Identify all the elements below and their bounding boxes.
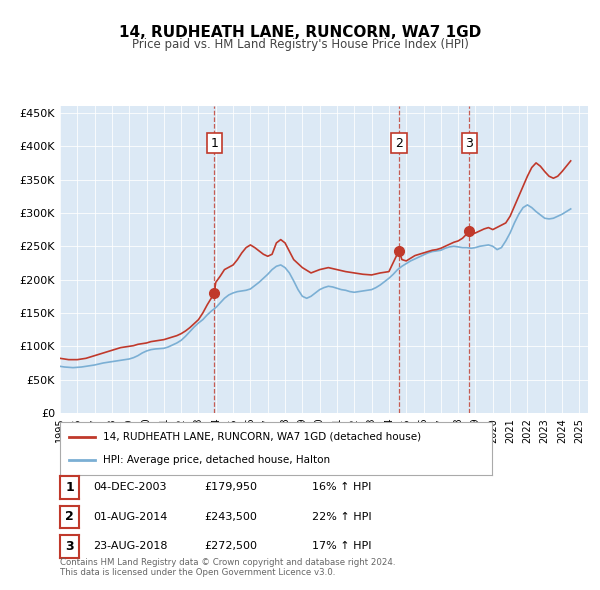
Text: 22% ↑ HPI: 22% ↑ HPI bbox=[312, 512, 371, 522]
Text: 14, RUDHEATH LANE, RUNCORN, WA7 1GD: 14, RUDHEATH LANE, RUNCORN, WA7 1GD bbox=[119, 25, 481, 40]
Text: £179,950: £179,950 bbox=[204, 483, 257, 492]
Text: 16% ↑ HPI: 16% ↑ HPI bbox=[312, 483, 371, 492]
Text: 14, RUDHEATH LANE, RUNCORN, WA7 1GD (detached house): 14, RUDHEATH LANE, RUNCORN, WA7 1GD (det… bbox=[103, 432, 421, 442]
Text: HPI: Average price, detached house, Halton: HPI: Average price, detached house, Halt… bbox=[103, 455, 331, 465]
Text: £272,500: £272,500 bbox=[204, 542, 257, 551]
Text: 04-DEC-2003: 04-DEC-2003 bbox=[93, 483, 167, 492]
Text: Price paid vs. HM Land Registry's House Price Index (HPI): Price paid vs. HM Land Registry's House … bbox=[131, 38, 469, 51]
Text: 2: 2 bbox=[395, 136, 403, 149]
Text: 23-AUG-2018: 23-AUG-2018 bbox=[93, 542, 167, 551]
Text: Contains HM Land Registry data © Crown copyright and database right 2024.
This d: Contains HM Land Registry data © Crown c… bbox=[60, 558, 395, 577]
Text: £243,500: £243,500 bbox=[204, 512, 257, 522]
Text: 17% ↑ HPI: 17% ↑ HPI bbox=[312, 542, 371, 551]
Text: 01-AUG-2014: 01-AUG-2014 bbox=[93, 512, 167, 522]
Text: 1: 1 bbox=[65, 481, 74, 494]
Text: 3: 3 bbox=[65, 540, 74, 553]
Text: 3: 3 bbox=[466, 136, 473, 149]
Text: 1: 1 bbox=[211, 136, 218, 149]
Text: 2: 2 bbox=[65, 510, 74, 523]
